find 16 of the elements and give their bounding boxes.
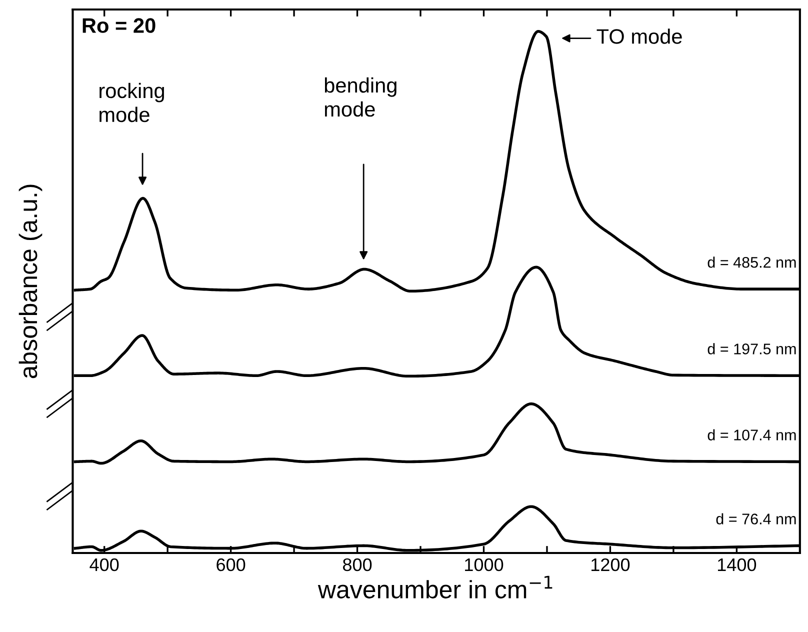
y-axis-title: absorbance (a.u.) bbox=[18, 184, 42, 378]
series-label: d = 197.5 nm bbox=[708, 343, 796, 354]
x-tick-label: 1200 bbox=[592, 558, 630, 572]
annotation: TO mode bbox=[596, 28, 682, 44]
annotation: rocking mode bbox=[100, 82, 164, 122]
annotation: Ro = 20 bbox=[82, 18, 156, 33]
x-axis-title: wavenumber in cm$^{−1}$ bbox=[318, 576, 552, 598]
x-tick-label: 800 bbox=[343, 558, 372, 572]
series-label: d = 485.2 nm bbox=[708, 256, 796, 268]
series-label: d = 107.4 nm bbox=[708, 429, 796, 440]
annotation: bending mode bbox=[324, 77, 396, 117]
x-tick-label: 1000 bbox=[465, 558, 504, 572]
series-label: d = 76.4 nm bbox=[716, 513, 796, 524]
x-tick-label: 1400 bbox=[718, 558, 756, 572]
x-tick-label: 600 bbox=[216, 558, 246, 572]
x-tick-label: 400 bbox=[90, 558, 119, 572]
